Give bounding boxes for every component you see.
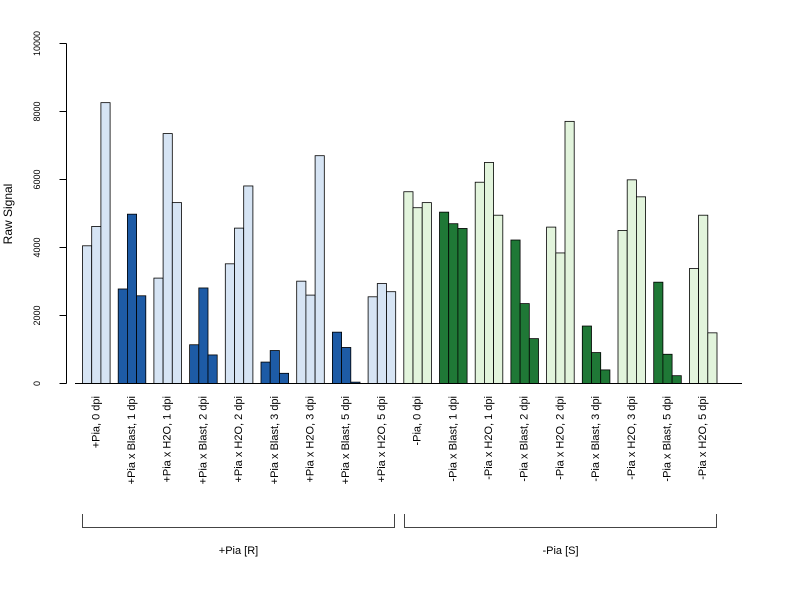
category-label: +Pia x Blast, 1 dpi [126, 396, 138, 484]
bar [341, 347, 352, 384]
bar [376, 283, 387, 384]
bar [207, 354, 218, 384]
bar [564, 120, 575, 384]
bar [305, 294, 316, 384]
category-label: +Pia x H2O, 3 dpi [305, 396, 317, 483]
y-axis: 0 2000 4000 6000 8000 10000 [32, 31, 67, 386]
y-axis-title: Raw Signal [1, 184, 15, 245]
bar [591, 352, 602, 384]
y-tick-label: 2000 [32, 305, 42, 325]
bar [546, 226, 557, 384]
bar [662, 353, 673, 384]
bar [707, 332, 718, 384]
bar [698, 214, 709, 384]
category-label: -Pia x Blast, 2 dpi [519, 396, 531, 482]
category-label: -Pia x H2O, 5 dpi [697, 396, 709, 480]
category-label: -Pia x Blast, 1 dpi [447, 396, 459, 482]
bar [448, 223, 459, 384]
bar [510, 239, 521, 384]
bar [617, 230, 628, 384]
bar [626, 179, 637, 384]
category-label: -Pia x Blast, 3 dpi [590, 396, 602, 482]
bar [493, 214, 504, 384]
category-label: -Pia, 0 dpi [412, 396, 424, 446]
y-tick-label: 0 [32, 381, 42, 386]
category-label: +Pia x Blast, 2 dpi [197, 396, 209, 484]
bars [82, 102, 718, 384]
group-bracket [82, 514, 395, 528]
group-bracket [404, 514, 717, 528]
category-label: +Pia x Blast, 5 dpi [340, 396, 352, 484]
bar [653, 281, 664, 384]
bar [581, 325, 592, 384]
bar [82, 245, 93, 384]
category-label: -Pia x H2O, 3 dpi [626, 396, 638, 480]
bar [269, 350, 280, 384]
bar [331, 331, 342, 384]
bar [162, 133, 173, 384]
bar [127, 213, 138, 384]
y-tick-label: 6000 [32, 169, 42, 189]
category-label: -Pia x H2O, 1 dpi [483, 396, 495, 480]
bar [555, 252, 566, 384]
bar [189, 344, 200, 384]
category-label: +Pia x H2O, 5 dpi [376, 396, 388, 483]
bar [100, 102, 111, 384]
category-label: +Pia x Blast, 3 dpi [269, 396, 281, 484]
bar [91, 226, 102, 384]
category-labels: +Pia, 0 dpi +Pia x Blast, 1 dpi +Pia x H2O… [90, 396, 709, 484]
bar [198, 287, 209, 384]
bar [296, 280, 307, 384]
group-label: -Pia [S] [542, 545, 578, 557]
category-label: +Pia x H2O, 2 dpi [233, 396, 245, 483]
bar [421, 202, 432, 384]
bar [153, 277, 164, 384]
group-brackets: +Pia [R] -Pia [S] [82, 514, 717, 557]
category-label: -Pia x Blast, 5 dpi [662, 396, 674, 482]
bar [474, 181, 485, 384]
bar [689, 268, 700, 384]
bar [278, 372, 289, 384]
bar [457, 228, 468, 384]
bar [234, 227, 245, 384]
category-label: +Pia x H2O, 1 dpi [162, 396, 174, 483]
bar [314, 155, 325, 384]
bar [367, 296, 378, 384]
bar [136, 295, 147, 384]
bar [528, 338, 539, 384]
bar [171, 202, 182, 384]
bar [439, 211, 450, 384]
bar [403, 191, 414, 384]
bar [483, 162, 494, 384]
bar [412, 207, 423, 384]
bar [636, 196, 647, 384]
y-tick-label: 8000 [32, 101, 42, 121]
bar [260, 361, 271, 384]
bar [671, 375, 682, 384]
category-label: +Pia, 0 dpi [90, 396, 102, 448]
group-label: +Pia [R] [219, 545, 258, 557]
category-label: -Pia x H2O, 2 dpi [554, 396, 566, 480]
bar [117, 288, 128, 384]
y-tick-label: 10000 [32, 31, 42, 56]
bar [243, 185, 254, 384]
bar [386, 291, 397, 384]
bar [224, 263, 235, 384]
bar [519, 303, 530, 384]
bar [600, 369, 611, 384]
y-tick-label: 4000 [32, 237, 42, 257]
